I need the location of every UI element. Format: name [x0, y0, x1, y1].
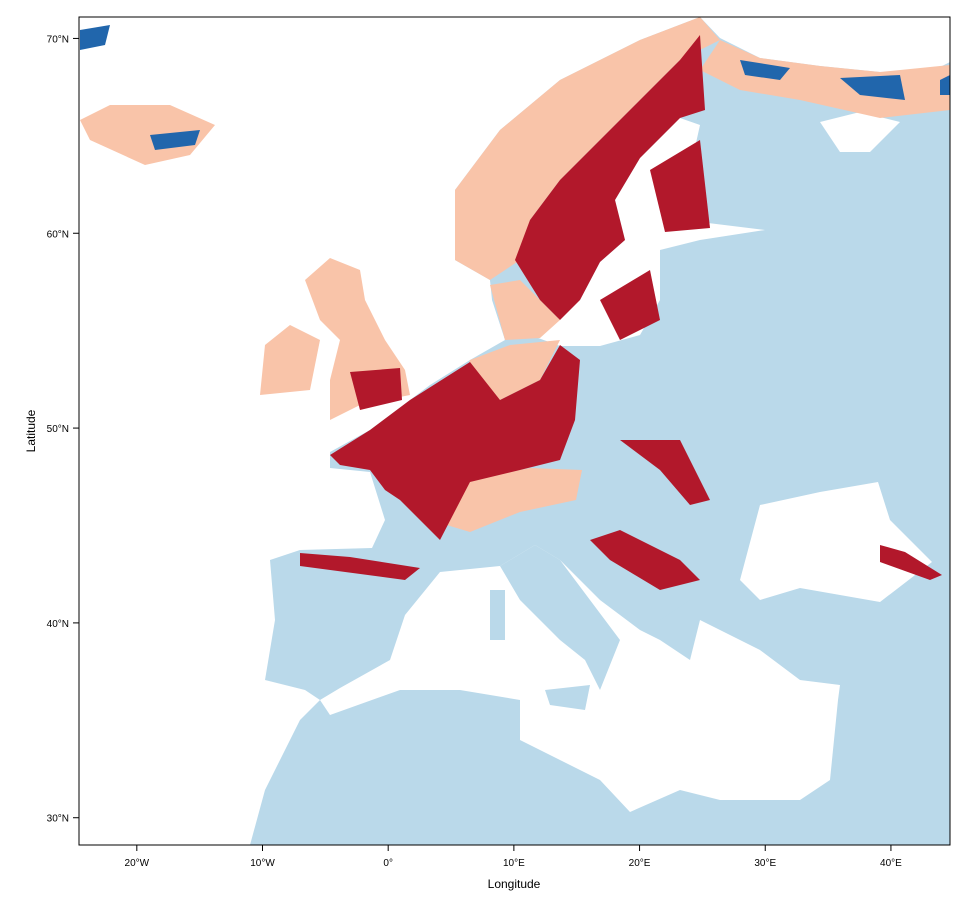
y-tick-label: 40°N — [47, 619, 69, 630]
y-tick-label: 50°N — [47, 424, 69, 435]
italy — [500, 545, 620, 690]
y-tick-label: 60°N — [47, 229, 69, 240]
baltic-sea — [530, 118, 765, 346]
carpathians — [620, 440, 710, 505]
atlantic-ocean — [79, 17, 700, 845]
map-panel — [79, 17, 950, 845]
central-europe — [330, 345, 580, 540]
x-tick-label: 10°W — [250, 858, 275, 869]
east-edge-patch — [940, 75, 950, 95]
south-sweden-denmark — [490, 280, 560, 340]
lapland-patches — [740, 60, 790, 80]
sea-areas — [79, 17, 950, 845]
sardinia-corsica — [490, 590, 505, 640]
mediterranean-sea — [320, 545, 840, 812]
iceland-patches — [150, 130, 200, 150]
x-axis: 20°W 10°W 0° 10°E 20°E 30°E 40°E — [125, 845, 902, 869]
land-areas — [490, 280, 950, 710]
norway-mountains — [455, 17, 720, 280]
iceland — [80, 105, 215, 165]
sweden-boreal — [515, 35, 705, 320]
south-england — [350, 368, 402, 410]
y-tick-label: 70°N — [47, 34, 69, 45]
svalbard-edge — [80, 25, 110, 50]
x-tick-label: 20°E — [629, 858, 651, 869]
caucasus — [880, 545, 942, 580]
arctic-ocean — [700, 17, 950, 72]
kola-patches — [840, 75, 905, 100]
sicily — [545, 685, 590, 710]
north-spain — [300, 553, 420, 580]
x-tick-label: 10°E — [503, 858, 525, 869]
y-tick-label: 30°N — [47, 814, 69, 825]
x-tick-label: 20°W — [125, 858, 150, 869]
y-axis-label: Latitude — [24, 409, 38, 452]
lapland-kola — [700, 40, 950, 118]
plot-frame — [78, 16, 951, 846]
y-axis: 30°N 40°N 50°N 60°N 70°N — [47, 34, 79, 825]
class-blue-areas — [80, 25, 950, 150]
x-tick-label: 40°E — [880, 858, 902, 869]
black-sea — [740, 482, 932, 602]
x-axis-label: Longitude — [488, 877, 541, 891]
x-tick-label: 0° — [383, 858, 393, 869]
class-red-areas — [300, 35, 942, 590]
ireland — [260, 325, 320, 395]
x-tick-label: 30°E — [754, 858, 776, 869]
white-sea — [820, 112, 900, 152]
finland-patches — [650, 140, 710, 232]
baltic-states — [600, 270, 660, 340]
greece-turkey — [640, 600, 950, 690]
balkans — [590, 530, 700, 590]
